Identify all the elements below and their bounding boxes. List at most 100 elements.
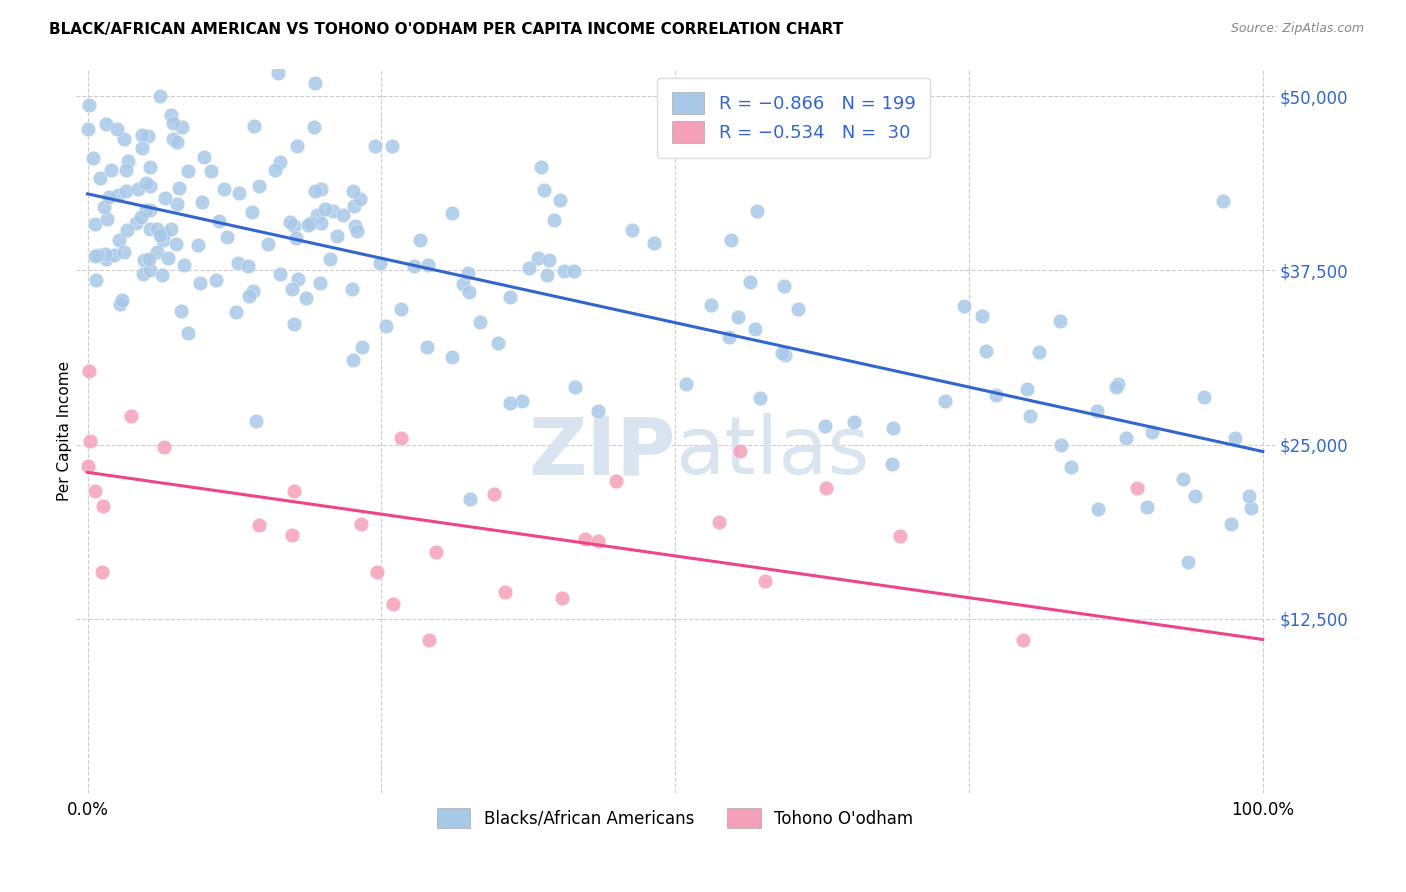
Point <box>139 160 162 174</box>
Point <box>159 107 181 121</box>
Point <box>1192 390 1215 404</box>
Point <box>295 292 318 306</box>
Point <box>451 277 474 292</box>
Point <box>738 275 761 289</box>
Point <box>240 205 263 219</box>
Point <box>1028 345 1050 359</box>
Point <box>389 302 412 317</box>
Point <box>1059 460 1081 475</box>
Point <box>749 391 772 405</box>
Point <box>108 297 131 311</box>
Point <box>114 184 136 198</box>
Point <box>93 200 115 214</box>
Point <box>245 413 267 427</box>
Point <box>882 421 904 435</box>
Point <box>105 34 128 48</box>
Point <box>1240 501 1263 516</box>
Point <box>193 150 215 164</box>
Point <box>138 263 160 277</box>
Point <box>346 224 368 238</box>
Point <box>132 267 155 281</box>
Point <box>1085 404 1108 418</box>
Point <box>1136 500 1159 515</box>
Point <box>586 534 609 549</box>
Point <box>717 330 740 344</box>
Point <box>605 474 627 488</box>
Point <box>1015 382 1038 396</box>
Point <box>301 216 323 230</box>
Point <box>127 182 149 196</box>
Point <box>754 574 776 588</box>
Point <box>112 244 135 259</box>
Point <box>162 131 184 145</box>
Point <box>125 216 148 230</box>
Point <box>269 155 291 169</box>
Point <box>440 350 463 364</box>
Point <box>228 186 250 201</box>
Point <box>170 304 193 318</box>
Point <box>1173 471 1195 485</box>
Point <box>83 248 105 262</box>
Point <box>129 211 152 225</box>
Point <box>305 208 328 222</box>
Point <box>132 253 155 268</box>
Point <box>415 340 437 354</box>
Point <box>94 252 117 266</box>
Point <box>138 252 160 267</box>
Point <box>529 160 551 174</box>
Point <box>728 443 751 458</box>
Point <box>187 238 209 252</box>
Point <box>325 229 347 244</box>
Point <box>1115 431 1137 445</box>
Point <box>77 122 100 136</box>
Point <box>93 500 115 514</box>
Point <box>155 191 177 205</box>
Point <box>267 65 290 79</box>
Point <box>257 236 280 251</box>
Point <box>135 176 157 190</box>
Point <box>139 179 162 194</box>
Point <box>344 219 367 233</box>
Point <box>283 483 305 498</box>
Point <box>972 310 994 324</box>
Point <box>139 203 162 218</box>
Point <box>162 116 184 130</box>
Point <box>269 267 291 281</box>
Point <box>190 195 212 210</box>
Point <box>707 515 730 529</box>
Point <box>309 182 332 196</box>
Point <box>304 184 326 198</box>
Point <box>468 315 491 329</box>
Point <box>457 266 479 280</box>
Point <box>247 518 270 533</box>
Point <box>208 214 231 228</box>
Point <box>114 163 136 178</box>
Point <box>343 199 366 213</box>
Point <box>242 284 264 298</box>
Point <box>176 163 198 178</box>
Point <box>880 457 903 471</box>
Point <box>934 394 956 409</box>
Point <box>1087 502 1109 516</box>
Point <box>727 310 749 324</box>
Point <box>350 516 373 531</box>
Point <box>675 376 697 391</box>
Text: BLACK/AFRICAN AMERICAN VS TOHONO O'ODHAM PER CAPITA INCOME CORRELATION CHART: BLACK/AFRICAN AMERICAN VS TOHONO O'ODHAM… <box>49 22 844 37</box>
Point <box>332 208 354 222</box>
Point <box>110 293 132 308</box>
Point <box>349 192 371 206</box>
Point <box>441 206 464 220</box>
Point <box>1011 633 1033 648</box>
Point <box>543 213 565 227</box>
Point <box>200 163 222 178</box>
Point <box>117 153 139 168</box>
Point <box>526 251 548 265</box>
Point <box>173 258 195 272</box>
Point <box>243 120 266 134</box>
Point <box>283 317 305 331</box>
Point <box>105 122 128 136</box>
Point <box>172 120 194 134</box>
Point <box>160 221 183 235</box>
Point <box>93 247 115 261</box>
Point <box>342 353 364 368</box>
